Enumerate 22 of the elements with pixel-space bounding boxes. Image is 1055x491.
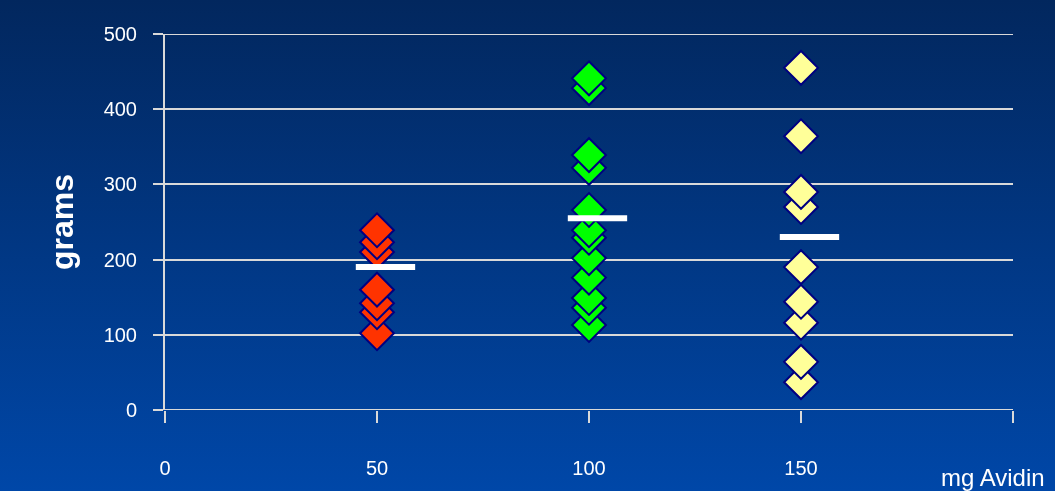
y-axis-title: grams [44,173,81,271]
point [783,174,819,210]
y-tick-label: 100 [103,323,137,346]
point [783,343,819,380]
point [571,137,607,173]
y-tick-label: 500 [103,23,137,45]
x-tick-label: 0 [159,457,171,479]
point [783,49,819,86]
point [783,249,819,286]
point [783,118,819,155]
x-tick-label: 100 [572,457,606,479]
point [783,283,819,320]
y-tick-label: 300 [103,173,137,196]
y-tick-label: 400 [103,98,137,121]
x-tick-label: 50 [365,457,389,479]
y-tick-label: 200 [103,248,137,271]
point [571,60,607,97]
point [359,271,395,308]
x-axis-title: mg Avidin [941,464,1045,491]
point [359,212,395,249]
y-tick-label: 0 [125,399,137,421]
x-tick-label: 150 [784,457,818,479]
